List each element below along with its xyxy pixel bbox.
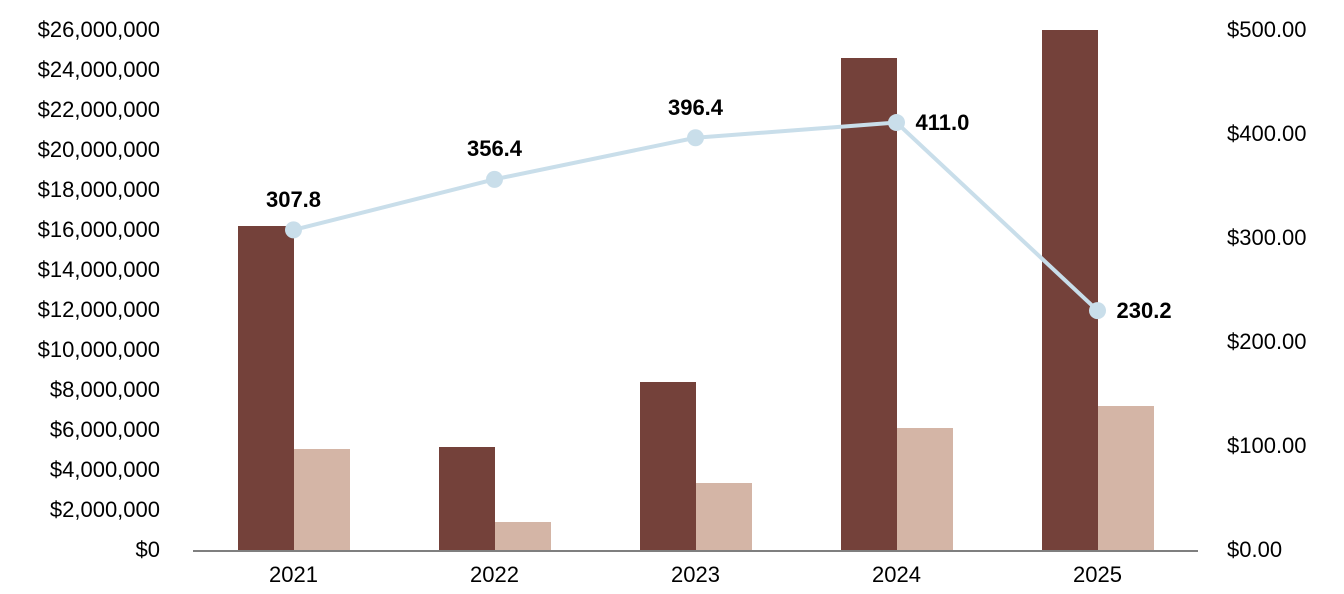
line-series-marker [888, 114, 905, 132]
left-axis-tick-label: $4,000,000 [49, 457, 160, 482]
left-axis-tick-label: $20,000,000 [37, 137, 160, 162]
primary-bar [840, 58, 897, 550]
right-axis-tick-label: $200.00 [1227, 329, 1307, 354]
right-axis-tick-label: $500.00 [1227, 17, 1307, 42]
secondary-bar [1097, 406, 1154, 550]
left-axis-tick-label: $16,000,000 [37, 217, 160, 242]
primary-bar [1041, 30, 1098, 550]
right-axis-tick-label: $100.00 [1227, 433, 1307, 458]
line-series-marker [1089, 302, 1106, 320]
line-data-label: 307.8 [265, 186, 322, 212]
left-axis-tick-label: $2,000,000 [49, 497, 160, 522]
line-data-label: 411.0 [915, 109, 970, 135]
right-axis-tick-label: $400.00 [1227, 121, 1307, 146]
secondary-bar [695, 483, 752, 550]
category-label: 2023 [671, 562, 720, 587]
line-data-label: 356.4 [466, 136, 523, 162]
line-data-label: 230.2 [1116, 297, 1172, 323]
left-axis-tick-label: $0 [135, 537, 160, 562]
right-axis-tick-label: $0.00 [1227, 537, 1283, 562]
category-label: 2022 [470, 562, 519, 587]
line-data-label: 396.4 [667, 94, 724, 120]
line-series-path [291, 120, 1100, 313]
category-label: 2025 [1073, 562, 1122, 587]
left-axis-tick-label: $8,000,000 [49, 377, 160, 402]
line-series-marker [687, 129, 704, 147]
line-series-marker [285, 221, 302, 239]
left-axis-tick-label: $10,000,000 [37, 337, 160, 362]
left-axis-tick-label: $24,000,000 [37, 57, 160, 82]
left-axis-tick-label: $22,000,000 [37, 97, 160, 122]
secondary-bar [896, 428, 953, 550]
left-axis-tick-label: $6,000,000 [49, 417, 160, 442]
x-axis-line [193, 550, 1198, 552]
left-axis-tick-label: $14,000,000 [37, 257, 160, 282]
secondary-bar [494, 522, 551, 550]
category-label: 2024 [872, 562, 921, 587]
line-series-marker [486, 170, 503, 188]
left-axis-tick-label: $18,000,000 [37, 177, 160, 202]
left-axis-tick-label: $26,000,000 [37, 17, 160, 42]
primary-bar [639, 382, 696, 550]
secondary-bar [293, 449, 350, 550]
primary-bar [438, 447, 495, 550]
left-axis-tick-label: $12,000,000 [37, 297, 160, 322]
primary-bar [237, 226, 294, 550]
right-axis-tick-label: $300.00 [1227, 225, 1307, 250]
category-label: 2021 [269, 562, 318, 587]
